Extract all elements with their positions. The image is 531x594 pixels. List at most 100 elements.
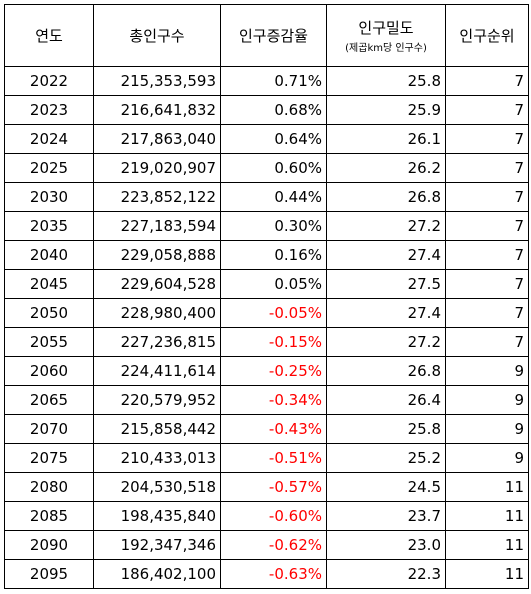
cell-population: 220,579,952 [93, 385, 221, 415]
header-row: 연도 총인구수 인구증감율 인구밀도 (제곱km당 인구수) 인구순위 [4, 4, 529, 67]
cell-year: 2045 [4, 269, 94, 299]
cell-population: 227,183,594 [93, 211, 221, 241]
table-row: 2065 220,579,952 -0.34% 26.4 9 [4, 385, 529, 415]
cell-population: 215,353,593 [93, 66, 221, 96]
table-body: 2022 215,353,593 0.71% 25.8 7 2023 216,641,832… [4, 66, 529, 589]
cell-growth: -0.51% [220, 443, 327, 473]
cell-year: 2030 [4, 182, 94, 212]
table-row: 2030 223,852,122 0.44% 26.8 7 [4, 182, 529, 212]
table-row: 2022 215,353,593 0.71% 25.8 7 [4, 66, 529, 96]
cell-rank: 9 [445, 385, 529, 415]
header-density-unit: (제곱km당 인구수) [345, 43, 427, 54]
cell-population: 224,411,614 [93, 356, 221, 386]
cell-year: 2022 [4, 66, 94, 96]
cell-rank: 7 [445, 95, 529, 125]
cell-growth: -0.43% [220, 414, 327, 444]
cell-year: 2050 [4, 298, 94, 328]
cell-growth: 0.05% [220, 269, 327, 299]
cell-growth: -0.15% [220, 327, 327, 357]
header-density: 인구밀도 (제곱km당 인구수) [326, 4, 446, 67]
table-row: 2040 229,058,888 0.16% 27.4 7 [4, 240, 529, 270]
header-growth: 인구증감율 [220, 4, 327, 67]
cell-rank: 11 [445, 472, 529, 502]
cell-growth: 0.60% [220, 153, 327, 183]
cell-rank: 9 [445, 356, 529, 386]
table-row: 2024 217,863,040 0.64% 26.1 7 [4, 124, 529, 154]
cell-growth: -0.25% [220, 356, 327, 386]
header-rank: 인구순위 [445, 4, 529, 67]
cell-rank: 7 [445, 182, 529, 212]
cell-density: 26.1 [326, 124, 446, 154]
table-row: 2055 227,236,815 -0.15% 27.2 7 [4, 327, 529, 357]
cell-rank: 7 [445, 66, 529, 96]
cell-population: 186,402,100 [93, 559, 221, 589]
header-year: 연도 [4, 4, 94, 67]
cell-year: 2055 [4, 327, 94, 357]
cell-population: 192,347,346 [93, 530, 221, 560]
cell-density: 26.4 [326, 385, 446, 415]
cell-population: 217,863,040 [93, 124, 221, 154]
table-row: 2025 219,020,907 0.60% 26.2 7 [4, 153, 529, 183]
cell-rank: 7 [445, 269, 529, 299]
table-row: 2045 229,604,528 0.05% 27.5 7 [4, 269, 529, 299]
table-row: 2023 216,641,832 0.68% 25.9 7 [4, 95, 529, 125]
cell-rank: 9 [445, 414, 529, 444]
cell-density: 25.8 [326, 414, 446, 444]
cell-density: 25.2 [326, 443, 446, 473]
cell-year: 2065 [4, 385, 94, 415]
cell-population: 227,236,815 [93, 327, 221, 357]
table-row: 2035 227,183,594 0.30% 27.2 7 [4, 211, 529, 241]
cell-rank: 7 [445, 298, 529, 328]
cell-growth: -0.63% [220, 559, 327, 589]
cell-density: 22.3 [326, 559, 446, 589]
cell-population: 215,858,442 [93, 414, 221, 444]
cell-population: 229,058,888 [93, 240, 221, 270]
cell-growth: -0.62% [220, 530, 327, 560]
cell-density: 25.9 [326, 95, 446, 125]
cell-density: 25.8 [326, 66, 446, 96]
cell-rank: 7 [445, 327, 529, 357]
cell-density: 26.8 [326, 182, 446, 212]
cell-growth: 0.64% [220, 124, 327, 154]
table-row: 2085 198,435,840 -0.60% 23.7 11 [4, 501, 529, 531]
cell-growth: -0.34% [220, 385, 327, 415]
cell-year: 2095 [4, 559, 94, 589]
cell-population: 210,433,013 [93, 443, 221, 473]
table-row: 2060 224,411,614 -0.25% 26.8 9 [4, 356, 529, 386]
cell-year: 2080 [4, 472, 94, 502]
header-population: 총인구수 [93, 4, 221, 67]
cell-density: 27.2 [326, 327, 446, 357]
cell-rank: 7 [445, 153, 529, 183]
cell-growth: 0.71% [220, 66, 327, 96]
cell-year: 2023 [4, 95, 94, 125]
cell-population: 228,980,400 [93, 298, 221, 328]
cell-growth: -0.60% [220, 501, 327, 531]
cell-density: 27.5 [326, 269, 446, 299]
cell-year: 2060 [4, 356, 94, 386]
cell-population: 229,604,528 [93, 269, 221, 299]
cell-year: 2090 [4, 530, 94, 560]
table-row: 2095 186,402,100 -0.63% 22.3 11 [4, 559, 529, 589]
table-row: 2080 204,530,518 -0.57% 24.5 11 [4, 472, 529, 502]
cell-density: 23.7 [326, 501, 446, 531]
cell-growth: 0.44% [220, 182, 327, 212]
cell-rank: 7 [445, 240, 529, 270]
cell-year: 2024 [4, 124, 94, 154]
cell-year: 2040 [4, 240, 94, 270]
cell-year: 2070 [4, 414, 94, 444]
cell-density: 27.4 [326, 298, 446, 328]
cell-year: 2075 [4, 443, 94, 473]
population-table: 연도 총인구수 인구증감율 인구밀도 (제곱km당 인구수) 인구순위 2022… [4, 4, 529, 589]
cell-density: 27.2 [326, 211, 446, 241]
cell-growth: -0.05% [220, 298, 327, 328]
cell-year: 2085 [4, 501, 94, 531]
cell-year: 2035 [4, 211, 94, 241]
cell-rank: 11 [445, 530, 529, 560]
cell-year: 2025 [4, 153, 94, 183]
cell-density: 27.4 [326, 240, 446, 270]
cell-rank: 11 [445, 559, 529, 589]
cell-population: 219,020,907 [93, 153, 221, 183]
cell-rank: 7 [445, 124, 529, 154]
cell-rank: 9 [445, 443, 529, 473]
table-row: 2075 210,433,013 -0.51% 25.2 9 [4, 443, 529, 473]
